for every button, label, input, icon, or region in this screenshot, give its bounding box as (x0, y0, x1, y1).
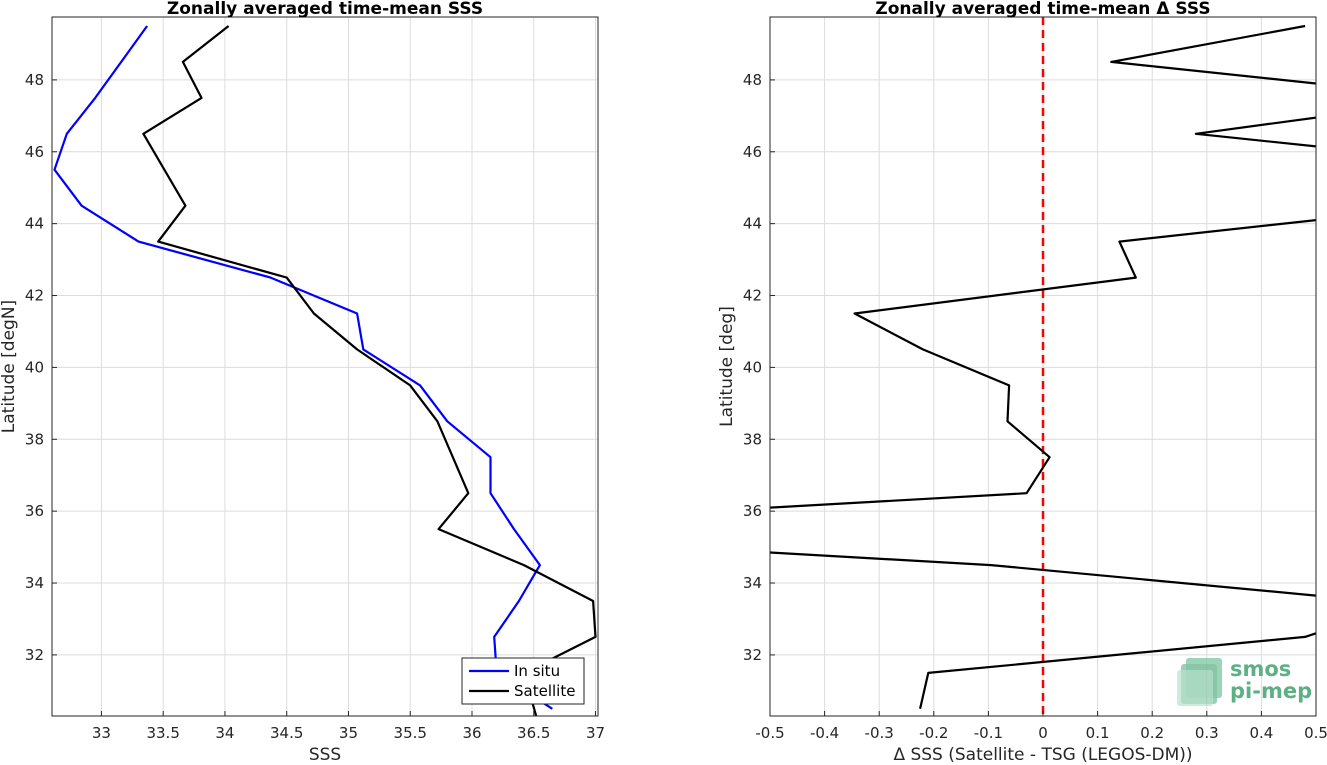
right-y-tick-label: 42 (743, 287, 762, 305)
right-x-tick-label: -0.4 (810, 724, 839, 742)
series-line-satellite (142, 25, 597, 716)
left-y-tick-label: 34 (25, 574, 44, 592)
left-series-lines (53, 25, 597, 716)
left-y-tick-label: 48 (25, 71, 44, 89)
right-chart-panel: -0.5 -0.4 -0.3 -0.2 -0.1 0 0.1 0.2 0.3 0.4 0.5 32 34… (717, 0, 1327, 765)
logo-text-pi-mep: pi-mep (1230, 679, 1312, 703)
legend-label-in-situ: In situ (514, 662, 560, 680)
left-x-tick-label: 37 (586, 724, 605, 742)
left-chart-panel: 33 33.5 34 34.5 35 35.5 36 36.5 37 32 34 36 38 40 42 44… (0, 0, 605, 765)
right-y-tick-label: 46 (743, 143, 762, 161)
left-axes-frame (51, 16, 599, 717)
legend: In situ Satellite (461, 657, 585, 705)
left-x-tick-label: 35.5 (394, 724, 427, 742)
right-chart-title: Zonally averaged time-mean Δ SSS (875, 0, 1210, 19)
right-x-tick-label: -0.1 (974, 724, 1003, 742)
legend-label-satellite: Satellite (514, 682, 575, 700)
left-x-tick-label: 33 (92, 724, 111, 742)
left-x-tick-label: 36 (462, 724, 481, 742)
logo-text-smos: smos (1230, 657, 1291, 681)
right-y-tick-label: 36 (743, 502, 762, 520)
right-x-tick-label: 0.1 (1086, 724, 1110, 742)
right-y-axis-label: Latitude [deg] (717, 306, 737, 427)
legend-box (461, 657, 585, 705)
left-chart-title: Zonally averaged time-mean SSS (167, 0, 483, 19)
series-line-delta-sss (770, 551, 1316, 597)
right-tick-labels: -0.5 -0.4 -0.3 -0.2 -0.1 0 0.1 0.2 0.3 0.4 0.5 32 34… (743, 71, 1327, 742)
right-grid (769, 17, 1317, 716)
right-x-tick-label: 0.5 (1304, 724, 1327, 742)
right-x-axis-label: Δ SSS (Satellite - TSG (LEGOS-DM)) (893, 745, 1192, 765)
right-y-tick-label: 34 (743, 574, 762, 592)
left-y-tick-label: 44 (25, 215, 44, 233)
left-y-tick-label: 32 (25, 646, 44, 664)
right-series-lines (770, 24, 1316, 710)
left-x-tick-label: 34.5 (270, 724, 303, 742)
series-line-in-situ (53, 25, 553, 710)
right-y-tick-label: 40 (743, 358, 762, 376)
right-x-tick-label: -0.5 (755, 724, 784, 742)
left-y-tick-label: 38 (25, 430, 44, 448)
left-x-tick-label: 33.5 (146, 724, 179, 742)
left-y-tick-label: 36 (25, 502, 44, 520)
smos-pi-mep-logo: smos pi-mep (1177, 657, 1312, 706)
logo-mark-icon (1177, 658, 1222, 706)
right-x-tick-label: 0.3 (1195, 724, 1219, 742)
series-line-delta-sss (919, 632, 1316, 710)
left-y-tick-label: 40 (25, 358, 44, 376)
right-x-tick-label: 0.4 (1249, 724, 1273, 742)
left-x-tick-label: 35 (339, 724, 358, 742)
left-y-tick-label: 46 (25, 143, 44, 161)
right-x-tick-label: -0.2 (919, 724, 948, 742)
right-y-tick-label: 32 (743, 646, 762, 664)
left-tick-labels: 33 33.5 34 34.5 35 35.5 36 36.5 37 32 34 36 38 40 42 44… (25, 71, 605, 742)
right-x-tick-label: 0.2 (1140, 724, 1164, 742)
left-x-axis-label: SSS (309, 745, 341, 765)
right-y-tick-label: 48 (743, 71, 762, 89)
left-y-tick-label: 42 (25, 287, 44, 305)
left-x-tick-label: 36.5 (517, 724, 550, 742)
right-x-tick-label: -0.3 (865, 724, 894, 742)
series-line-delta-sss (1110, 24, 1316, 85)
right-y-tick-label: 38 (743, 430, 762, 448)
right-x-tick-label: 0 (1038, 724, 1048, 742)
left-grid (52, 17, 598, 716)
right-y-tick-label: 44 (743, 215, 762, 233)
series-line-delta-sss (770, 219, 1316, 509)
left-y-axis-label: Latitude [degN] (0, 300, 19, 433)
series-line-delta-sss (1194, 116, 1316, 148)
left-x-tick-label: 34 (215, 724, 234, 742)
